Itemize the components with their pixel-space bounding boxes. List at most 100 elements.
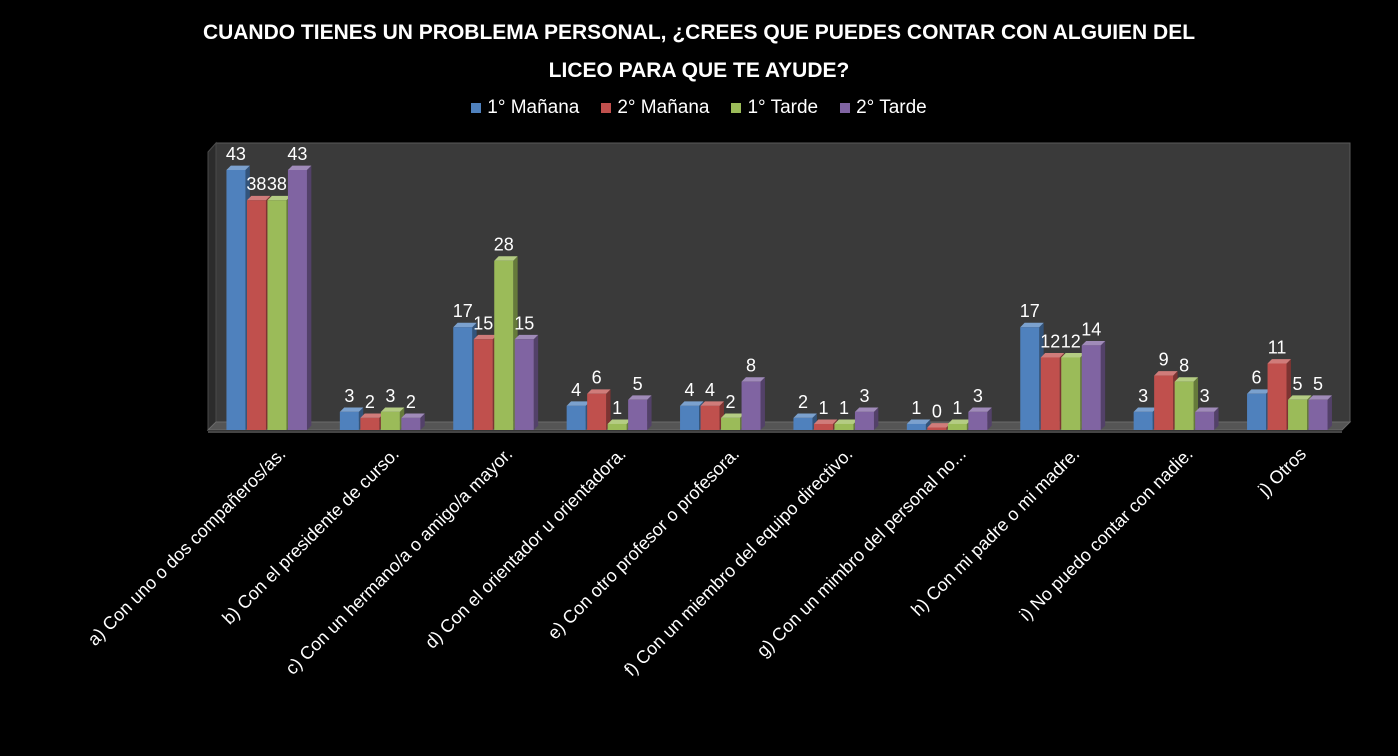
bar-side xyxy=(606,389,611,430)
bar-top xyxy=(793,413,817,418)
bar-top xyxy=(401,413,425,418)
bar xyxy=(1040,357,1060,430)
data-label: 8 xyxy=(746,356,756,376)
bar xyxy=(906,423,926,430)
data-label: 14 xyxy=(1081,319,1101,339)
bar xyxy=(1195,411,1215,430)
legend-label: 2° Tarde xyxy=(856,97,927,118)
data-label: 3 xyxy=(344,386,354,406)
bar xyxy=(700,405,720,430)
bar-top xyxy=(607,419,632,424)
data-label: 9 xyxy=(1159,350,1169,370)
bar-top xyxy=(1154,371,1178,376)
data-label: 17 xyxy=(453,301,473,321)
bar xyxy=(1288,399,1308,430)
data-label: 28 xyxy=(494,235,514,255)
legend-swatch xyxy=(731,103,742,113)
bar xyxy=(246,200,266,430)
data-label: 15 xyxy=(473,313,493,333)
bar xyxy=(267,200,287,430)
x-tick-label: a) Con uno o dos compañeros/as. xyxy=(84,444,290,650)
bar-side xyxy=(647,395,652,430)
data-label: 3 xyxy=(859,386,869,406)
bar xyxy=(741,381,761,430)
bar-top xyxy=(854,407,879,412)
bar xyxy=(1267,363,1287,430)
data-label: 12 xyxy=(1061,331,1081,351)
legend-item: 1° Mañana xyxy=(471,97,579,119)
legend-item: 2° Mañana xyxy=(601,97,709,119)
bar xyxy=(1308,399,1328,430)
legend-item: 2° Tarde xyxy=(840,97,927,119)
bar xyxy=(1247,393,1267,430)
data-label: 8 xyxy=(1179,356,1189,376)
data-label: 3 xyxy=(385,386,395,406)
legend-label: 1° Tarde xyxy=(747,97,819,118)
data-label: 1 xyxy=(839,398,849,418)
bar xyxy=(1061,357,1081,430)
plot-side-wall xyxy=(207,141,217,432)
bar-top xyxy=(947,419,972,424)
bar xyxy=(566,405,586,430)
data-label: 3 xyxy=(1138,386,1148,406)
data-label: 4 xyxy=(571,380,581,400)
legend-label: 2° Mañana xyxy=(617,97,710,118)
data-label: 6 xyxy=(1252,368,1262,388)
x-tick-label: g) Con un mimbro del personal no... xyxy=(753,444,970,661)
data-label: 5 xyxy=(633,374,643,394)
bar xyxy=(813,423,833,430)
bar xyxy=(721,417,741,430)
data-label: 12 xyxy=(1040,331,1060,351)
data-label: 1 xyxy=(911,398,921,418)
bar-top xyxy=(927,423,951,428)
data-label: 2 xyxy=(726,392,736,412)
legend-swatch xyxy=(471,103,482,113)
bar-top xyxy=(287,165,312,170)
bar-top xyxy=(741,377,765,382)
bar-top xyxy=(700,401,724,406)
bar-top xyxy=(587,389,611,394)
legend: 1° Mañana 2° Mañana 1° Tarde 2° Tarde xyxy=(0,97,1398,119)
bar-top xyxy=(1195,407,1219,412)
x-tick-label: c) Con un hermano/a o amigo/a mayor. xyxy=(281,444,516,679)
bar-top xyxy=(1308,395,1332,400)
bar-top xyxy=(246,195,271,201)
data-label: 2 xyxy=(406,392,416,412)
bar xyxy=(401,417,421,430)
data-label: 2 xyxy=(365,392,375,412)
bar xyxy=(927,427,947,430)
data-label: 1 xyxy=(818,398,828,418)
bar-top xyxy=(360,413,384,418)
bar-side xyxy=(306,165,312,430)
bar-top xyxy=(680,401,704,406)
bar xyxy=(587,393,607,430)
bar-top xyxy=(1267,359,1291,364)
bar-side xyxy=(1214,407,1219,430)
x-tick-label: f) Con un miembro del equipo directivo. xyxy=(620,444,856,680)
chart-title-line-1: CUANDO TIENES UN PROBLEMA PERSONAL, ¿CRE… xyxy=(202,21,1196,44)
bar xyxy=(1020,327,1040,430)
bar-top xyxy=(1040,353,1065,358)
data-label: 43 xyxy=(287,144,307,164)
bar-top xyxy=(339,407,364,412)
bar xyxy=(360,417,380,430)
data-label: 2 xyxy=(798,392,808,412)
data-label: 38 xyxy=(267,174,287,194)
legend-label: 1° Mañana xyxy=(487,97,580,118)
bar-top xyxy=(1020,322,1044,328)
bar xyxy=(226,170,246,430)
bar xyxy=(473,339,493,430)
bar xyxy=(968,411,988,430)
data-label: 6 xyxy=(592,368,602,388)
chart-title-line-2: LICEO PARA QUE TE AYUDE? xyxy=(548,59,850,82)
bar-top xyxy=(1247,389,1271,394)
bar-top xyxy=(906,419,931,424)
data-label: 43 xyxy=(226,144,246,164)
bar-side xyxy=(533,334,539,430)
bar xyxy=(607,423,627,430)
bar xyxy=(834,423,854,430)
data-label: 3 xyxy=(973,386,983,406)
bar-top xyxy=(1288,395,1312,400)
data-label: 3 xyxy=(1200,386,1210,406)
bar-top xyxy=(813,419,838,424)
